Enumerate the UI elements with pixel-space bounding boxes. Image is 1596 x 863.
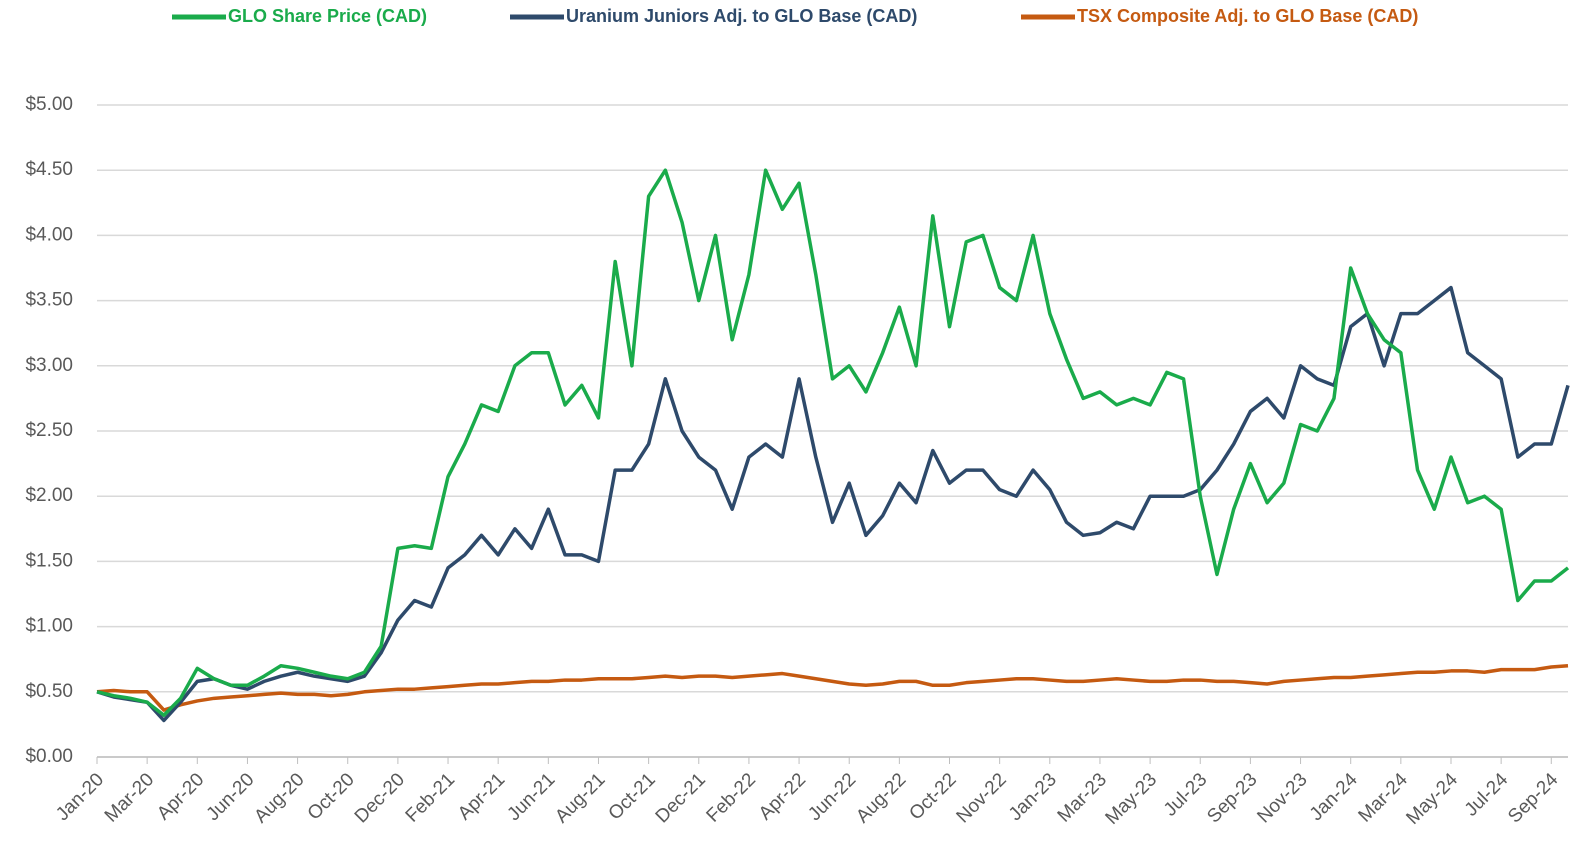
x-tick-label: Dec-20 — [351, 769, 409, 827]
x-tick-label: Feb-22 — [703, 769, 760, 826]
series-line — [96, 663, 1569, 712]
x-tick-label: Aug-20 — [250, 769, 308, 827]
x-tick-label: Mar-20 — [101, 769, 158, 826]
x-tick-label: Aug-21 — [551, 769, 609, 827]
y-tick-label: $2.00 — [25, 485, 73, 506]
x-tick-label: Jun-22 — [804, 769, 860, 825]
y-tick-label: $0.50 — [25, 681, 73, 702]
x-tick-label: Apr-20 — [153, 769, 208, 824]
x-tick-label: Jun-20 — [203, 769, 259, 825]
x-tick-label: Mar-24 — [1355, 769, 1413, 827]
y-tick-label: $3.00 — [25, 355, 73, 376]
x-tick-label: Oct-22 — [905, 769, 960, 824]
y-tick-label: $4.00 — [25, 224, 73, 245]
series-line — [96, 285, 1570, 723]
x-tick-label: Sep-23 — [1203, 769, 1261, 827]
series-line — [96, 168, 1570, 718]
x-tick-label: Jan-23 — [1005, 769, 1061, 825]
y-tick-label: $0.00 — [25, 746, 73, 767]
y-tick-label: $4.50 — [25, 159, 73, 180]
x-tick-label: Oct-20 — [304, 769, 359, 824]
x-tick-label: Oct-21 — [605, 769, 660, 824]
x-tick-label: Apr-21 — [454, 769, 509, 824]
x-tick-label: May-23 — [1102, 769, 1162, 829]
x-tick-label: Mar-23 — [1054, 769, 1111, 826]
x-tick-label: Jan-20 — [52, 769, 108, 825]
y-tick-label: $3.50 — [25, 290, 73, 311]
x-tick-label: Feb-21 — [402, 769, 459, 826]
x-tick-label: Jan-24 — [1306, 769, 1362, 825]
y-tick-label: $1.00 — [25, 616, 73, 637]
x-tick-label: Apr-22 — [755, 769, 810, 824]
x-tick-label: May-24 — [1402, 769, 1462, 829]
x-tick-label: Dec-21 — [652, 769, 710, 827]
x-tick-label: Sep-24 — [1504, 769, 1562, 827]
x-tick-label: Nov-22 — [953, 769, 1011, 827]
y-tick-label: $5.00 — [25, 94, 73, 115]
x-tick-label: Aug-22 — [852, 769, 910, 827]
x-tick-label: Nov-23 — [1253, 769, 1311, 827]
y-tick-label: $1.50 — [25, 550, 73, 571]
legend-label: Uranium Juniors Adj. to GLO Base (CAD) — [566, 6, 917, 26]
legend-label: GLO Share Price (CAD) — [228, 6, 427, 26]
x-tick-label: Jun-21 — [503, 769, 559, 825]
legend-label: TSX Composite Adj. to GLO Base (CAD) — [1077, 6, 1418, 26]
y-tick-label: $2.50 — [25, 420, 73, 441]
